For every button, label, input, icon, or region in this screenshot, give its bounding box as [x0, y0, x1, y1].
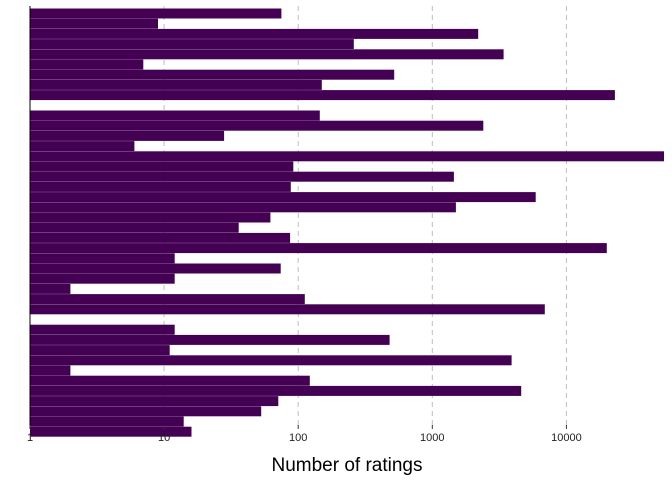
x-tick-label-1000: 1000 [420, 432, 444, 444]
x-tick-label-10000: 10000 [551, 432, 582, 444]
bar-38 [30, 406, 262, 417]
bar-17 [30, 181, 291, 192]
bar-35 [30, 375, 310, 386]
bar-16 [30, 171, 454, 182]
bar-8 [30, 79, 322, 90]
bar-25 [30, 263, 281, 274]
bar-19 [30, 202, 456, 213]
bar-7 [30, 69, 395, 80]
bar-15 [30, 161, 294, 172]
bar-3 [30, 28, 479, 39]
x-tick-label-100: 100 [289, 432, 307, 444]
bar-24 [30, 253, 175, 264]
x-axis-title: Number of ratings [271, 455, 422, 476]
bar-18 [30, 192, 536, 203]
bar-9 [30, 90, 615, 101]
bar-31 [30, 334, 390, 345]
bar-21 [30, 222, 239, 233]
bar-1 [30, 8, 282, 19]
bar-27 [30, 283, 71, 294]
bar-33 [30, 355, 512, 366]
bar-39 [30, 416, 184, 427]
bar-34 [30, 365, 71, 376]
x-axis-ticks: 1 10 100 1000 10000 [27, 425, 582, 444]
x-tick-label-1: 1 [27, 432, 33, 444]
x-tick-label-10: 10 [158, 432, 170, 444]
bar-12 [30, 130, 225, 141]
bar-36 [30, 385, 522, 396]
bar-11 [30, 120, 484, 131]
bar-29 [30, 304, 545, 315]
bar-37 [30, 396, 279, 407]
bar-20 [30, 212, 271, 223]
bar-28 [30, 294, 305, 305]
bar-22 [30, 232, 291, 243]
bar-26 [30, 273, 175, 284]
bars [30, 8, 664, 437]
bar-32 [30, 345, 170, 356]
bar-10 [30, 110, 320, 121]
bar-6 [30, 59, 144, 70]
bar-40 [30, 426, 192, 437]
bar-23 [30, 243, 607, 254]
bar-2 [30, 18, 158, 29]
bar-30 [30, 324, 175, 335]
bar-13 [30, 141, 135, 152]
bar-4 [30, 39, 354, 50]
bar-14 [30, 151, 664, 162]
bar-5 [30, 49, 504, 60]
